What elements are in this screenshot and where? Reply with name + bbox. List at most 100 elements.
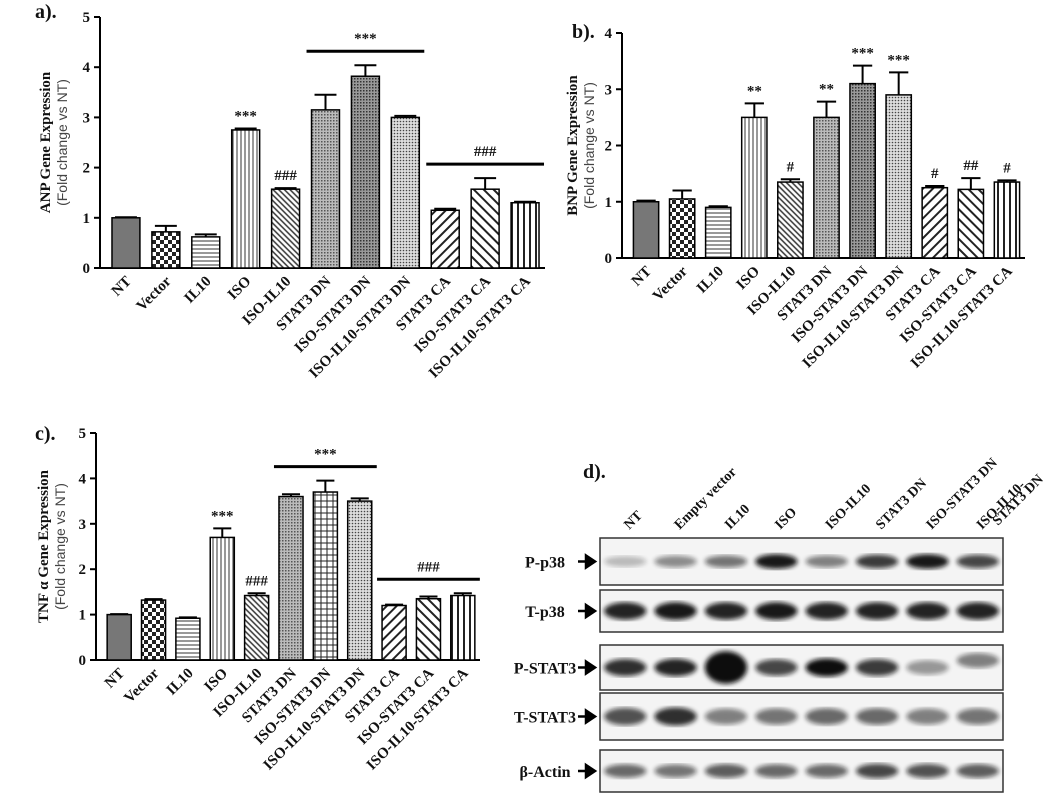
row-label: P-p38 xyxy=(525,555,565,572)
blot-band xyxy=(654,707,697,726)
blot-band xyxy=(704,651,748,684)
bar xyxy=(921,186,949,259)
blot-band xyxy=(805,708,848,725)
blot-band xyxy=(956,708,999,725)
blot-band xyxy=(654,555,697,568)
y-tick-label: 0 xyxy=(605,251,613,267)
bar xyxy=(175,617,201,661)
blot-band xyxy=(755,659,798,676)
y-tick-label: 2 xyxy=(605,139,613,155)
y-tick-label: 4 xyxy=(79,471,87,487)
x-tick-label: ISO xyxy=(225,274,255,304)
bar xyxy=(957,188,985,259)
bar xyxy=(885,94,913,259)
blot-band xyxy=(755,554,798,569)
blot-band xyxy=(654,764,697,778)
blot-band xyxy=(906,708,949,725)
blot-band xyxy=(855,708,899,725)
blot-band xyxy=(654,602,697,620)
x-tick-label: Vector xyxy=(121,665,162,706)
significance-label: *** xyxy=(851,46,874,62)
bar xyxy=(209,536,236,661)
blot-band xyxy=(805,658,848,677)
x-tick-label: ISO xyxy=(202,666,232,696)
y-axis-label: BNP Gene Expression xyxy=(565,75,581,216)
y-tick-label: 0 xyxy=(79,653,87,669)
blot-band xyxy=(604,658,647,677)
row-arrow xyxy=(578,659,598,676)
y-tick-label: 5 xyxy=(83,10,91,26)
blot-band xyxy=(855,659,899,676)
blot-band xyxy=(855,554,899,569)
significance-label: *** xyxy=(887,52,910,68)
bar xyxy=(312,491,339,661)
y-tick-label: 5 xyxy=(79,426,87,442)
significance-label: # xyxy=(787,159,795,175)
blot-band xyxy=(704,764,748,778)
x-tick-label: IL10 xyxy=(181,274,214,307)
blot-band xyxy=(704,555,748,568)
bar xyxy=(704,206,732,259)
bar xyxy=(668,198,696,259)
row-label: T-p38 xyxy=(525,604,564,621)
bar xyxy=(849,82,876,259)
significance-label: ## xyxy=(963,158,979,174)
panel-label: c). xyxy=(35,423,56,445)
x-tick-label: NT xyxy=(102,666,128,692)
blot-band xyxy=(604,602,647,620)
row-arrow xyxy=(578,708,598,725)
significance-label: ** xyxy=(747,83,762,99)
row-label: T-STAT3 xyxy=(514,710,576,727)
bar xyxy=(415,597,442,661)
row-arrow xyxy=(578,762,598,780)
bar xyxy=(191,236,221,269)
row-label: β-Actin xyxy=(519,764,570,781)
bar xyxy=(993,181,1021,259)
bar xyxy=(632,201,660,259)
bar xyxy=(450,594,476,661)
panel-label: d). xyxy=(583,461,606,483)
y-tick-label: 4 xyxy=(83,60,91,76)
blot-band xyxy=(755,708,798,725)
bar xyxy=(346,500,373,661)
significance-label: *** xyxy=(234,108,257,124)
significance-label: ### xyxy=(245,573,268,589)
blot-band xyxy=(704,708,748,725)
y-axis-label: ANP Gene Expression xyxy=(38,71,54,213)
x-tick-label: NT xyxy=(629,264,655,290)
blot-band xyxy=(604,556,647,567)
blot-band xyxy=(805,764,848,778)
x-tick-label: ISO xyxy=(734,264,764,294)
blot-band xyxy=(906,660,949,675)
bar xyxy=(140,599,167,661)
x-tick-label: IL10 xyxy=(694,264,727,297)
row-arrow xyxy=(578,553,598,570)
bar xyxy=(278,495,304,661)
blot-band xyxy=(956,653,999,668)
y-tick-label: 1 xyxy=(83,211,91,227)
group-significance-label: ### xyxy=(417,559,440,575)
row-arrow xyxy=(578,602,598,620)
significance-label: # xyxy=(931,166,939,182)
group-significance-label: *** xyxy=(314,447,337,463)
lane-label: ISO xyxy=(773,505,801,533)
group-significance-label: ### xyxy=(474,144,497,160)
y-tick-label: 2 xyxy=(79,562,87,578)
y-tick-label: 3 xyxy=(605,82,613,98)
bar xyxy=(777,181,804,259)
group-significance-label: *** xyxy=(354,31,377,47)
significance-label: # xyxy=(1003,160,1011,176)
y-axis-sublabel: (Fold change vs NT) xyxy=(581,82,597,209)
y-tick-label: 3 xyxy=(79,517,87,533)
y-axis-sublabel: (Fold change vs NT) xyxy=(52,483,68,610)
bar xyxy=(430,209,460,269)
blot-band xyxy=(604,764,647,778)
bar xyxy=(270,188,301,269)
bar xyxy=(230,129,261,269)
significance-label: *** xyxy=(211,508,234,524)
y-tick-label: 0 xyxy=(83,261,91,277)
y-tick-label: 1 xyxy=(605,195,613,211)
bar xyxy=(106,613,132,661)
lane-label: NT xyxy=(621,508,646,533)
